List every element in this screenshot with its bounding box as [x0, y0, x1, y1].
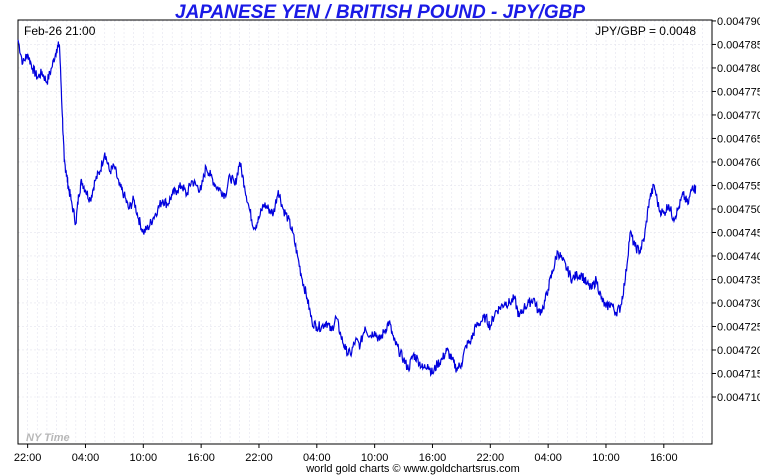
- x-tick-label: 22:00: [14, 452, 42, 464]
- start-time-label: Feb-26 21:00: [24, 24, 96, 38]
- x-tick-label: 10:00: [592, 452, 620, 464]
- series-line-jpy-gbp: [17, 39, 697, 378]
- y-tick-label: 0.004755: [717, 180, 760, 192]
- chart-title: JAPANESE YEN / BRITISH POUND - JPY/GBP: [175, 2, 585, 23]
- grid: [18, 20, 712, 444]
- x-tick-label: 16:00: [187, 452, 215, 464]
- x-tick-label: 16:00: [419, 452, 447, 464]
- source-credit: world gold charts © www.goldchartsrus.co…: [305, 463, 520, 475]
- last-value-label: JPY/GBP = 0.0048: [595, 24, 696, 38]
- x-axis: 22:00 04:00 10:00 16:00 22:00 04:00 10:00 16:00…: [14, 444, 678, 464]
- y-tick-label: 0.004745: [717, 227, 760, 239]
- x-tick-label: 04:00: [72, 452, 100, 464]
- y-tick-label: 0.004760: [717, 157, 760, 169]
- y-tick-label: 0.004780: [717, 63, 760, 75]
- y-tick-label: 0.004765: [717, 133, 760, 145]
- y-tick-label: 0.004730: [717, 298, 760, 310]
- x-tick-label: 04:00: [534, 452, 562, 464]
- x-tick-label: 22:00: [245, 452, 273, 464]
- x-tick-label: 22:00: [477, 452, 505, 464]
- x-tick-label: 04:00: [303, 452, 331, 464]
- y-tick-label: 0.004725: [717, 321, 760, 333]
- y-tick-label: 0.004785: [717, 39, 760, 51]
- y-tick-label: 0.004710: [717, 392, 760, 404]
- y-tick-label: 0.004770: [717, 110, 760, 122]
- x-tick-label: 10:00: [361, 452, 389, 464]
- y-tick-label: 0.004735: [717, 274, 760, 286]
- y-tick-label: 0.004775: [717, 86, 760, 98]
- timezone-watermark: NY Time: [26, 432, 70, 444]
- y-axis: 0.004790 0.004785 0.004780 0.004775 0.004770…: [712, 16, 760, 404]
- y-tick-label: 0.004720: [717, 345, 760, 357]
- x-tick-label: 16:00: [650, 452, 678, 464]
- y-tick-label: 0.004750: [717, 204, 760, 216]
- x-tick-label: 10:00: [130, 452, 158, 464]
- y-tick-label: 0.004715: [717, 368, 760, 380]
- y-tick-label: 0.004740: [717, 251, 760, 263]
- y-tick-label: 0.004790: [717, 16, 760, 28]
